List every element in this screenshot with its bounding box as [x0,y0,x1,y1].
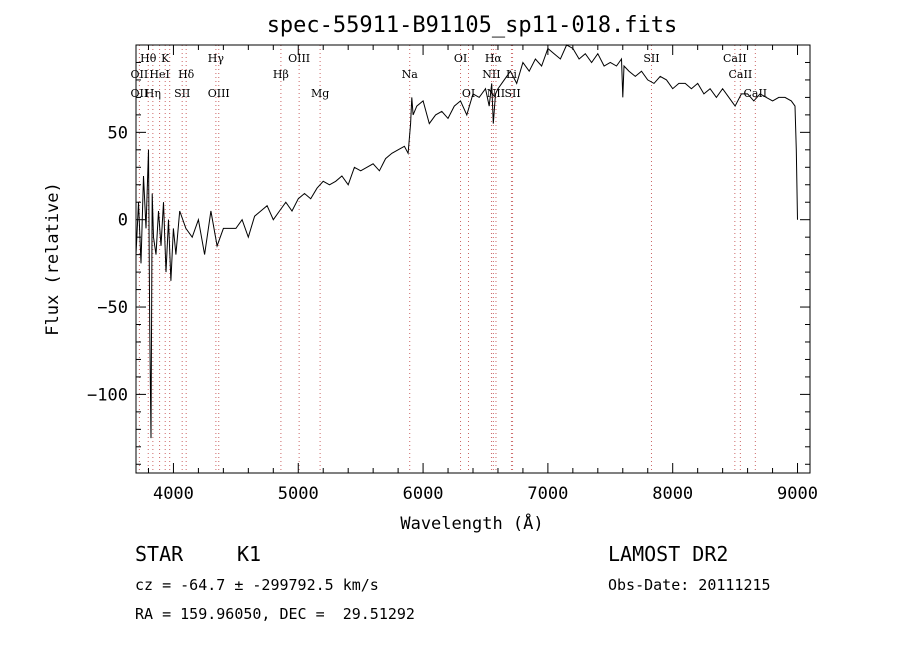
line-label: OI [454,52,467,65]
plot-frame [135,44,811,474]
line-label: K [161,52,170,65]
line-label: CaII [743,87,767,100]
x-tick-label: 5000 [278,484,319,504]
line-label: NII [482,68,500,81]
line-label: Mg [311,87,329,100]
x-tick-label: 4000 [153,484,194,504]
line-label: Na [402,68,419,81]
y-tick-label: −100 [87,385,128,405]
line-label: Hγ [208,52,225,65]
line-label: Hθ [140,52,157,65]
line-label: CaII [729,68,753,81]
y-axis-label: Flux (relative) [43,182,63,336]
coordinates: RA = 159.96050, DEC = 29.51292 [135,605,415,623]
line-label: OII [131,68,149,81]
line-label: Hβ [273,68,289,81]
chart-title: spec-55911-B91105_sp11-018.fits [267,13,678,38]
line-label: OIII [288,52,310,65]
series-layer [135,44,798,439]
line-label: HeI [149,68,169,81]
line-label: CaII [723,52,747,65]
x-axis-label: Wavelength (Å) [400,512,543,534]
line-markers [138,45,756,473]
y-axis: 50 0 −50 −100 [87,61,810,465]
x-tick-label: 9000 [777,484,818,504]
line-label: Hδ [178,68,195,81]
object-class: STAR [135,542,184,566]
y-tick-label: −50 [97,298,128,318]
x-axis: 4000 5000 6000 7000 8000 9000 [147,45,818,504]
line-label: SII [504,87,520,100]
x-tick-label: 8000 [652,484,693,504]
line-label: SII [643,52,659,65]
object-subclass: K1 [237,542,262,566]
line-label: SII [174,87,190,100]
line-label: OIII [208,87,230,100]
line-label: Hη [145,87,161,100]
redshift-line: cz = -64.7 ± -299792.5 km/s [135,576,379,594]
x-tick-label: 6000 [403,484,444,504]
line-label: OII [131,87,149,100]
x-tick-label: 7000 [527,484,568,504]
obs-date: Obs-Date: 20111215 [608,576,771,594]
line-label: Hα [485,52,503,65]
y-tick-label: 0 [118,211,128,231]
survey-name: LAMOST DR2 [608,542,729,566]
y-tick-label: 50 [108,123,128,143]
spectrum-series [135,44,798,439]
